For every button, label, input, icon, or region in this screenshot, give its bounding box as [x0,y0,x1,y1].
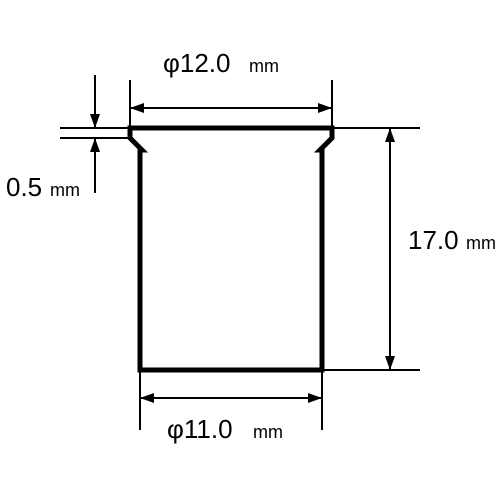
dim-height: 17.0 mm [322,128,496,370]
dim-flange-unit: mm [50,180,80,200]
dim-flange-value: 0.5 [6,172,42,202]
dim-top-diameter: φ12.0 mm [130,48,332,128]
dim-bottom-diameter-unit: mm [253,422,283,442]
dim-top-diameter-unit: mm [249,56,279,76]
dim-bottom-diameter-value: φ11.0 [167,414,233,444]
dim-flange-thickness: 0.5 mm [6,75,130,202]
dim-height-unit: mm [466,233,496,253]
dim-top-diameter-value: φ12.0 [163,48,230,78]
dim-bottom-diameter: φ11.0 mm [140,370,322,444]
dim-height-value: 17.0 [408,225,459,255]
part-outline [130,128,332,370]
